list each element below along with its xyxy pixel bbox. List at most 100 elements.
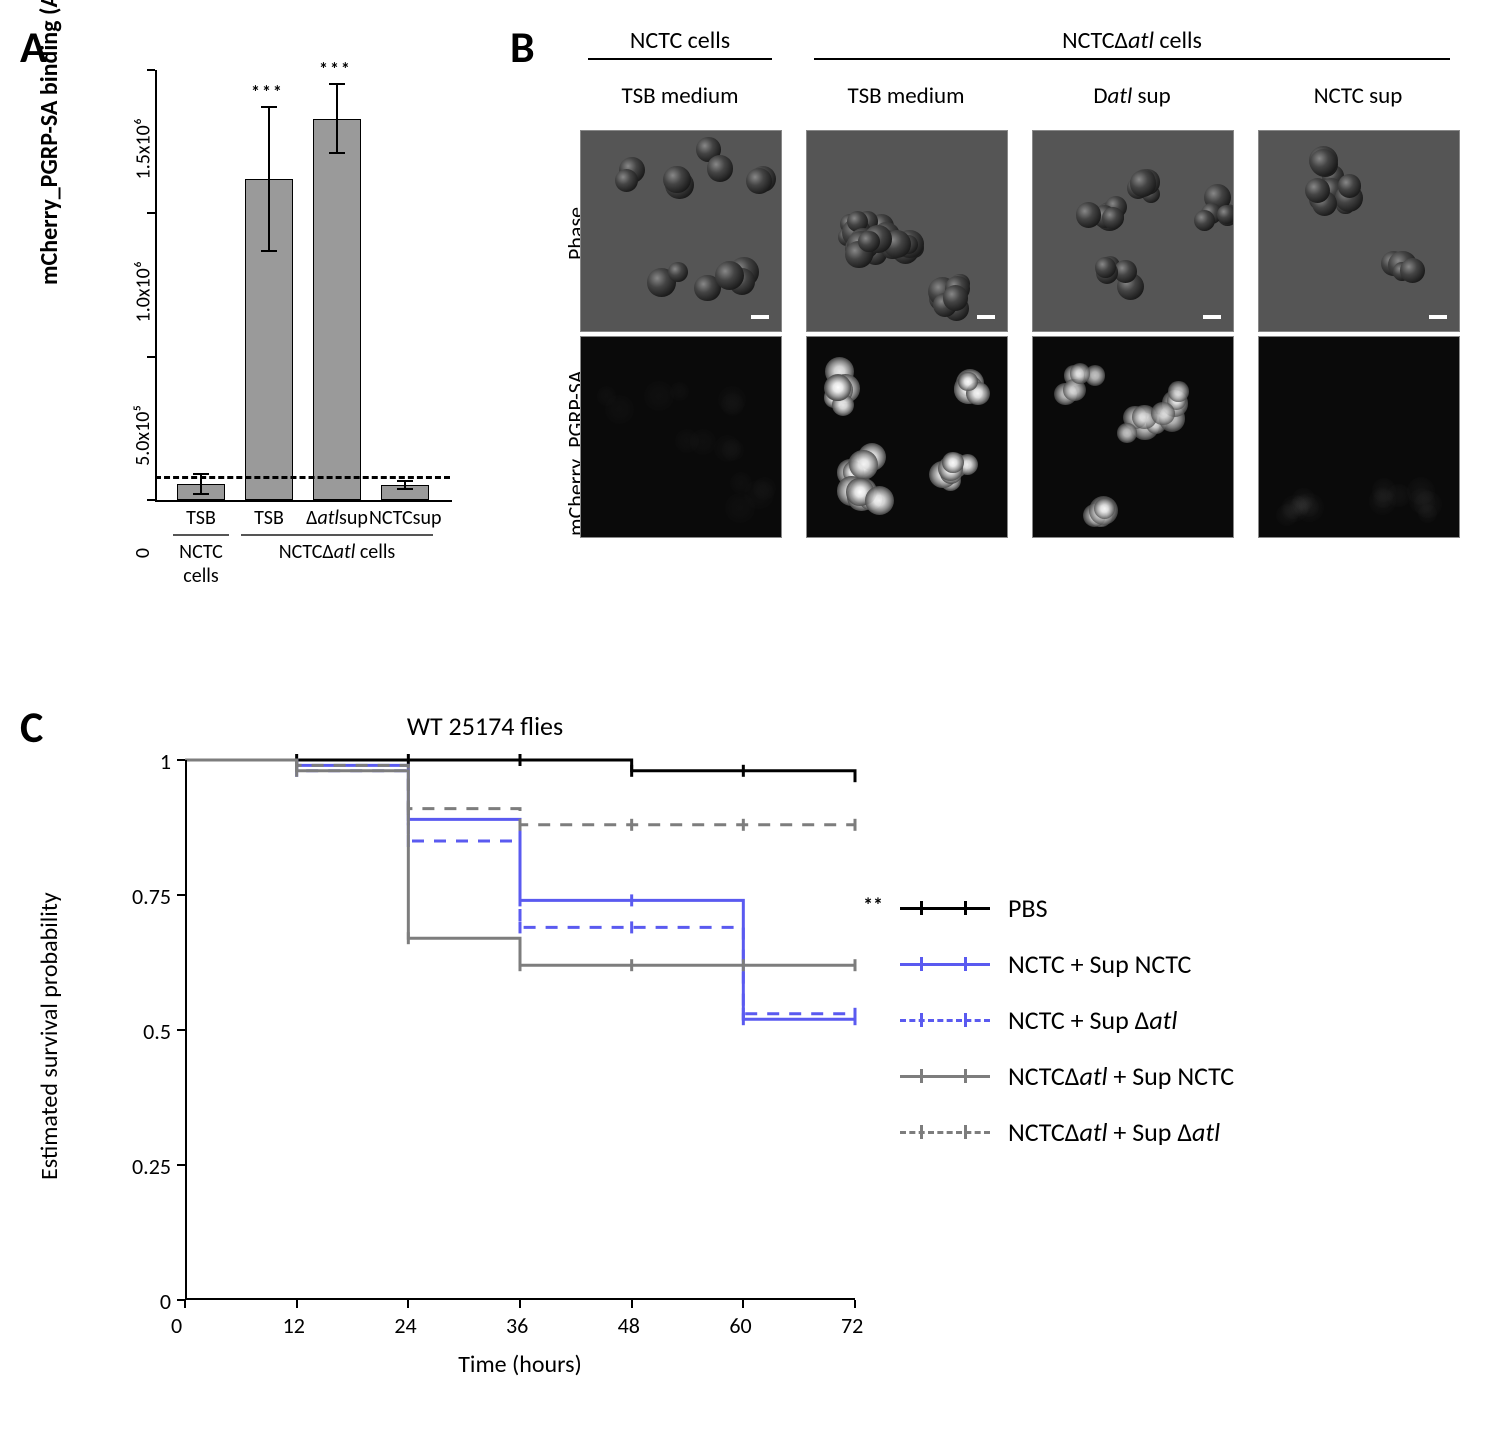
scale-bar <box>751 315 769 319</box>
cell-dot <box>1194 210 1215 231</box>
x-tick-label: 36 <box>506 1312 528 1339</box>
cell-dot <box>1372 478 1396 502</box>
cell-dot <box>1102 207 1124 229</box>
legend-swatch <box>900 1007 990 1033</box>
column-header: TSB medium <box>806 82 1006 110</box>
x-tick-label: 60 <box>729 1312 751 1339</box>
x-tick-label: 48 <box>618 1312 640 1339</box>
y-tick <box>147 212 155 214</box>
phase-micrograph <box>580 130 782 332</box>
y-tick <box>177 894 185 896</box>
error-bar <box>336 84 338 153</box>
error-cap <box>193 493 209 495</box>
x-group-line <box>241 534 433 536</box>
x-tick-label: 12 <box>283 1312 305 1339</box>
significance-marker: *** <box>319 58 352 80</box>
y-tick <box>147 499 155 501</box>
column-group-underline <box>588 58 772 60</box>
panel-c-title: WT 25174 flies <box>150 710 820 742</box>
cell-dot <box>1217 205 1234 224</box>
significance-marker: *** <box>251 81 284 103</box>
panel-a: mCherry_PGRP-SA binding (A.U.) ****** 05… <box>20 20 500 640</box>
x-tick-label: 24 <box>394 1312 416 1339</box>
legend-censor-tick-icon <box>920 1125 923 1139</box>
y-tick <box>177 1164 185 1166</box>
x-category-label: NCTCsup <box>369 506 441 530</box>
y-tick-label: 0 <box>121 1288 171 1315</box>
y-tick-label: 0.75 <box>121 883 171 910</box>
error-cap <box>397 480 413 482</box>
error-cap <box>329 83 345 85</box>
legend-label: NCTC + Sup Δatl <box>1008 1004 1177 1036</box>
legend-censor-tick-icon <box>964 957 967 971</box>
column-group-header: NCTC cells <box>580 26 780 55</box>
x-tick-label: 0 <box>171 1312 182 1339</box>
legend-censor-tick-icon <box>920 901 923 915</box>
legend-censor-tick-icon <box>964 1069 967 1083</box>
reference-dash-line <box>155 476 450 479</box>
column-header: NCTC sup <box>1258 82 1458 110</box>
scale-bar <box>977 315 995 319</box>
cell-dot <box>1338 174 1362 198</box>
fluorescence-micrograph <box>1032 336 1234 538</box>
cell-dot <box>644 381 674 411</box>
cell-dot <box>668 262 688 282</box>
legend-item: NCTC + Sup NCTC <box>900 936 1234 992</box>
legend-line <box>900 1019 990 1022</box>
legend-swatch <box>900 1119 990 1145</box>
x-tick <box>854 1300 856 1308</box>
y-tick-label: 0.25 <box>121 1153 171 1180</box>
legend-label: PBS <box>1008 892 1048 924</box>
x-tick <box>296 1300 298 1308</box>
legend-label: NCTCΔatl + Sup NCTC <box>1008 1060 1234 1092</box>
y-tick-label: 1 <box>121 748 171 775</box>
legend-line <box>900 963 990 966</box>
error-cap <box>193 473 209 475</box>
cell-dot <box>1151 402 1174 425</box>
cell-dot <box>1400 258 1425 283</box>
bar <box>313 119 361 500</box>
y-axis-label: mCherry_PGRP-SA binding (A.U.) <box>35 0 64 285</box>
legend-censor-tick-icon <box>964 1013 967 1027</box>
survival-plot: 012243648607200.250.50.751 Estimated sur… <box>185 760 855 1300</box>
cell-dot <box>1130 170 1156 196</box>
y-tick <box>177 759 185 761</box>
cell-dot <box>865 486 894 515</box>
phase-micrograph <box>1258 130 1460 332</box>
x-tick <box>184 1300 186 1308</box>
column-header: TSB medium <box>580 82 780 110</box>
fluorescence-micrograph <box>580 336 782 538</box>
legend-item: NCTC + Sup Δatl <box>900 992 1234 1048</box>
legend-label: NCTCΔatl + Sup Δatl <box>1008 1116 1220 1148</box>
legend-censor-tick-icon <box>920 1069 923 1083</box>
legend-swatch <box>900 895 990 921</box>
legend-line <box>900 907 990 910</box>
cell-dot <box>744 480 773 509</box>
panel-c: WT 25174 flies 012243648607200.250.50.75… <box>20 700 1480 1420</box>
legend-censor-tick-icon <box>964 901 967 915</box>
error-cap <box>329 152 345 154</box>
cell-dot <box>1168 381 1188 401</box>
cell-dot <box>1076 202 1101 227</box>
panel-b: NCTC cellsNCTCΔatl cellsTSB mediumTSB me… <box>520 20 1480 580</box>
cell-dot <box>1409 488 1435 514</box>
cell-dot <box>825 374 852 401</box>
legend: PBS NCTC + Sup NCTC NCTC + Sup Δatl NCTCΔat… <box>900 880 1234 1160</box>
scale-bar <box>1203 315 1221 319</box>
legend-line <box>900 1131 990 1134</box>
legend-label: NCTC + Sup NCTC <box>1008 948 1191 980</box>
column-header: Datl sup <box>1032 82 1232 110</box>
x-category-label: TSB <box>233 506 305 530</box>
phase-micrograph <box>1032 130 1234 332</box>
x-group-label: NCTC cells <box>173 540 229 588</box>
x-category-label: Δatlsup <box>301 506 373 530</box>
cell-dot <box>615 169 638 192</box>
error-cap <box>397 488 413 490</box>
legend-censor-tick-icon <box>920 1013 923 1027</box>
cell-dot <box>943 285 969 311</box>
cell-dot <box>690 429 716 455</box>
legend-line <box>900 1075 990 1078</box>
cell-dot <box>942 452 963 473</box>
y-tick-label: 1.5x10⁶ <box>131 118 155 179</box>
phase-micrograph <box>806 130 1008 332</box>
